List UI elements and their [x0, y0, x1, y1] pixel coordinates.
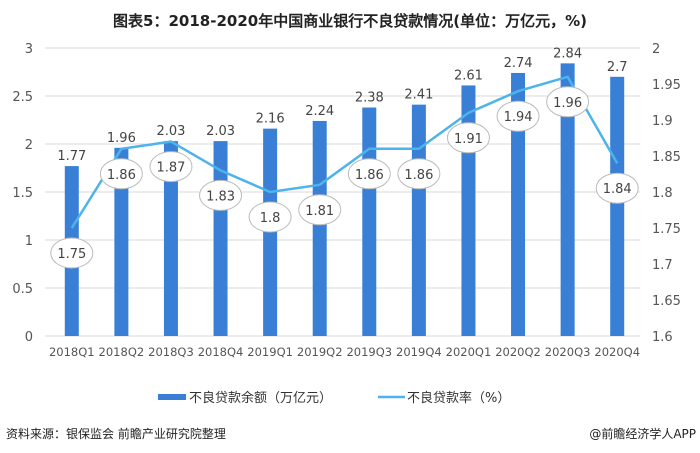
rate-data-label: 1.86 — [404, 168, 433, 183]
x-axis-tick-label: 2018Q2 — [99, 345, 145, 359]
bar — [610, 76, 625, 337]
left-axis-tick-label: 1 — [25, 234, 33, 249]
rate-label-bubble — [496, 100, 540, 132]
left-axis-tick-label: 0 — [25, 330, 33, 345]
x-axis-tick-label: 2018Q3 — [148, 345, 194, 359]
left-axis-tick-label: 3 — [25, 42, 33, 57]
bar — [511, 72, 526, 337]
bar — [362, 107, 377, 337]
rate-data-label: 1.87 — [156, 161, 185, 176]
rate-data-label: 1.8 — [260, 211, 281, 226]
bar-data-label: 2.03 — [206, 124, 235, 139]
rate-data-label: 1.91 — [454, 132, 483, 147]
rate-label-bubble — [546, 86, 590, 118]
rate-label-bubble — [298, 194, 342, 226]
bar — [312, 120, 327, 337]
rate-data-label: 1.83 — [206, 189, 235, 204]
rate-data-label: 1.81 — [305, 204, 334, 219]
left-axis-tick-label: 2 — [25, 138, 33, 153]
rate-label-bubble — [595, 172, 639, 204]
bar-data-label: 2.24 — [305, 104, 334, 119]
rate-label-bubble — [248, 201, 292, 233]
bar-data-label: 2.41 — [404, 88, 433, 103]
right-axis-tick-label: 1.95 — [652, 78, 681, 93]
right-axis-tick-label: 1.75 — [652, 222, 681, 237]
bar-data-label: 2.16 — [256, 112, 285, 127]
x-axis-tick-label: 2019Q4 — [396, 345, 442, 359]
right-axis-tick-label: 2 — [652, 42, 660, 57]
right-axis-tick-label: 1.65 — [652, 294, 681, 309]
right-axis-tick-label: 1.8 — [652, 186, 673, 201]
legend-line-label: 不良贷款率（%） — [407, 390, 510, 406]
bar — [163, 141, 178, 336]
rate-label-bubble — [99, 158, 143, 190]
chart-title: 图表5：2018-2020年中国商业银行不良贷款情况(单位：万亿元，%) — [113, 12, 587, 30]
rate-data-label: 1.94 — [504, 110, 533, 125]
right-axis-tick-label: 1.85 — [652, 150, 681, 165]
legend-bar-label: 不良贷款余额（万亿元） — [189, 390, 332, 406]
bar-data-label: 2.61 — [454, 68, 483, 83]
rate-label-bubble — [199, 179, 243, 211]
rate-label-bubble — [149, 151, 193, 183]
bar-data-label: 2.03 — [156, 124, 185, 139]
rate-label-bubble — [347, 158, 391, 190]
bar-data-label: 2.7 — [607, 60, 628, 75]
x-axis-tick-label: 2020Q2 — [495, 345, 541, 359]
rate-data-label: 1.86 — [107, 168, 136, 183]
bar-data-label: 1.77 — [57, 149, 86, 164]
rate-label-bubble — [50, 237, 94, 269]
bar-data-label: 2.38 — [355, 91, 384, 106]
rate-data-label: 1.75 — [57, 247, 86, 262]
right-axis-tick-label: 1.6 — [652, 330, 673, 345]
rate-data-label: 1.84 — [603, 182, 632, 197]
left-axis-tick-label: 2.5 — [12, 90, 33, 105]
rate-label-bubble — [446, 122, 490, 154]
x-axis-tick-label: 2018Q1 — [49, 345, 95, 359]
bar-data-label: 2.84 — [553, 46, 582, 61]
bar-data-label: 2.74 — [504, 56, 533, 71]
x-axis-tick-label: 2020Q1 — [446, 345, 492, 359]
left-axis-tick-label: 1.5 — [12, 186, 33, 201]
left-axis-tick-label: 0.5 — [12, 282, 33, 297]
legend-bar-swatch — [158, 394, 186, 400]
right-axis-tick-label: 1.7 — [652, 258, 673, 273]
right-axis-tick-label: 1.9 — [652, 114, 673, 129]
x-axis-tick-label: 2019Q3 — [346, 345, 392, 359]
rate-data-label: 1.86 — [355, 168, 384, 183]
bar — [114, 147, 129, 336]
x-axis-tick-label: 2020Q4 — [594, 345, 640, 359]
bar — [411, 104, 426, 336]
bar — [560, 63, 575, 337]
bar-data-label: 1.96 — [107, 131, 136, 146]
x-axis-tick-label: 2019Q1 — [247, 345, 293, 359]
rate-data-label: 1.96 — [553, 96, 582, 111]
source-note: 资料来源：银保监会 前瞻产业研究院整理 — [6, 427, 226, 441]
x-axis-tick-label: 2019Q2 — [297, 345, 343, 359]
rate-label-bubble — [397, 158, 441, 190]
x-axis-tick-label: 2018Q4 — [198, 345, 244, 359]
rate-line — [70, 75, 619, 229]
x-axis-tick-label: 2020Q3 — [545, 345, 591, 359]
brand-credit: @前瞻经济学人APP — [589, 427, 696, 441]
